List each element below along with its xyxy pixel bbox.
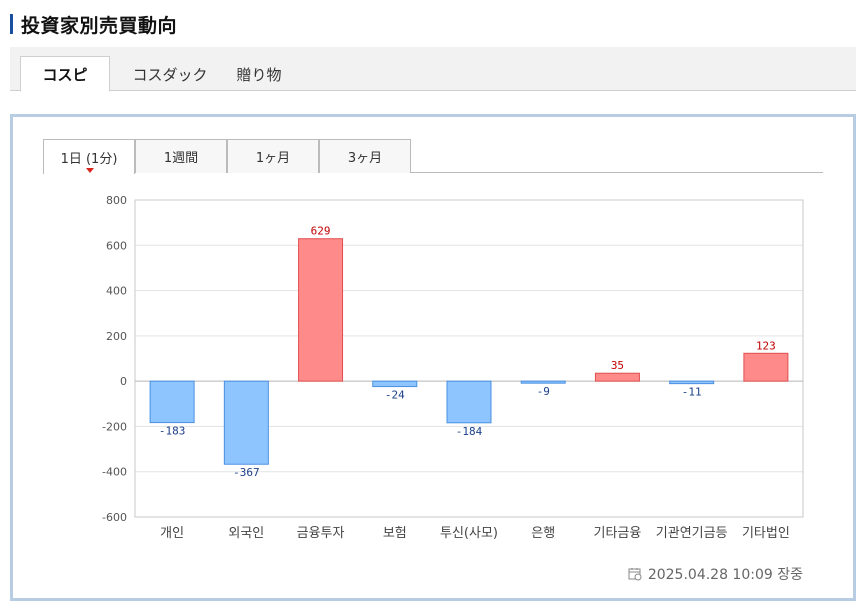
category-label: 기타금융	[594, 526, 642, 541]
category-label: 은행	[531, 525, 555, 541]
period-tab-bar: 1日 (1分) 1週間 1ヶ月 3ヶ月	[43, 139, 823, 174]
y-tick-label: 600	[106, 239, 127, 252]
tab-kospi[interactable]: コスピ	[20, 56, 110, 92]
data-label: 629	[311, 225, 331, 238]
category-label: 기관연기금등	[656, 526, 728, 541]
category-label: 투신(사모)	[440, 526, 498, 541]
bar[interactable]	[298, 238, 344, 382]
bar[interactable]	[669, 380, 715, 385]
bar[interactable]	[743, 352, 789, 382]
data-label: -183	[159, 425, 186, 438]
y-tick-label: 200	[106, 330, 127, 343]
bar[interactable]	[520, 380, 566, 384]
market-tab-bar: コスピ コスダック 贈り物	[10, 47, 856, 92]
tab-3month[interactable]: 3ヶ月	[319, 139, 411, 173]
tab-1day-label: 1日 (1分)	[60, 151, 118, 167]
tab-gifts[interactable]: 贈り物	[236, 65, 282, 84]
data-label: 35	[611, 359, 624, 372]
data-label: -24	[385, 389, 405, 402]
data-label: -9	[537, 385, 550, 398]
y-tick-label: 800	[106, 194, 127, 207]
y-tick-label: -400	[102, 466, 127, 479]
y-tick-label: -600	[102, 511, 127, 524]
y-tick-label: -200	[102, 420, 127, 433]
bar[interactable]	[149, 380, 195, 424]
data-label: -367	[233, 466, 260, 479]
tab-kosdaq[interactable]: コスダック	[132, 65, 208, 84]
plot-frame	[134, 199, 804, 518]
bar[interactable]	[594, 372, 640, 382]
data-label: -11	[682, 386, 702, 399]
section-header: 投資家別売買動向	[10, 12, 178, 37]
tab-1week[interactable]: 1週間	[135, 139, 227, 173]
y-tick-label: 0	[120, 375, 127, 388]
category-label: 기타법인	[742, 526, 790, 541]
calendar-icon	[628, 568, 642, 581]
category-label: 개인	[160, 526, 184, 541]
update-timestamp: 2025.04.28 10:09 장중	[628, 564, 803, 584]
tab-1month[interactable]: 1ヶ月	[227, 139, 319, 173]
category-label: 외국인	[228, 526, 264, 541]
page-title: 投資家別売買動向	[21, 14, 178, 37]
active-caret-icon	[86, 168, 94, 173]
data-label: -184	[456, 425, 483, 438]
category-label: 금융투자	[297, 526, 345, 541]
tab-1day[interactable]: 1日 (1分)	[43, 139, 135, 174]
data-label: 123	[756, 339, 776, 352]
title-accent-bar	[10, 14, 13, 34]
category-label: 보험	[383, 526, 407, 541]
chart-panel: 1日 (1分) 1週間 1ヶ月 3ヶ月 800 600 400 200 0 -200 -40…	[10, 114, 856, 601]
bar[interactable]	[223, 380, 269, 465]
bar[interactable]	[446, 380, 492, 424]
timestamp-text: 2025.04.28 10:09 장중	[647, 567, 803, 583]
investor-bar-chart: 800 600 400 200 0 -200 -400 -600 -183 개인 -367 외국인 62…	[102, 194, 804, 541]
y-tick-label: 400	[106, 285, 127, 298]
bar[interactable]	[372, 380, 418, 388]
